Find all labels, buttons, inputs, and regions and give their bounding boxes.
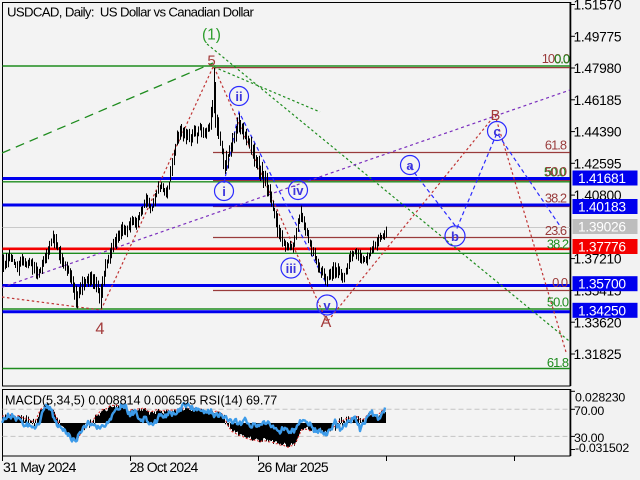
svg-text:1.31825: 1.31825 xyxy=(574,347,622,362)
svg-text:b: b xyxy=(451,229,459,244)
svg-text:38.2: 38.2 xyxy=(545,191,567,206)
svg-text:(1): (1) xyxy=(202,27,221,44)
svg-text:1.51570: 1.51570 xyxy=(574,0,622,13)
svg-text:i: i xyxy=(222,184,226,199)
svg-text:1.44390: 1.44390 xyxy=(574,125,622,140)
svg-text:0.0: 0.0 xyxy=(552,275,568,290)
svg-text:31 May 2024: 31 May 2024 xyxy=(3,459,77,475)
svg-text:c: c xyxy=(493,124,500,139)
svg-text:50.0: 50.0 xyxy=(544,165,566,180)
svg-text:1.40183: 1.40183 xyxy=(578,200,626,215)
svg-text:A: A xyxy=(321,314,332,331)
svg-text:28 Oct 2024: 28 Oct 2024 xyxy=(130,459,199,475)
svg-text:61.8: 61.8 xyxy=(547,355,569,370)
svg-text:1.46185: 1.46185 xyxy=(574,93,622,108)
svg-text:1.49775: 1.49775 xyxy=(574,29,622,44)
svg-text:iii: iii xyxy=(286,261,297,276)
svg-text:61.8: 61.8 xyxy=(545,138,567,153)
svg-text:iv: iv xyxy=(293,183,305,198)
svg-text:1.35700: 1.35700 xyxy=(578,277,626,292)
svg-text:70.00: 70.00 xyxy=(574,404,604,418)
svg-text:ii: ii xyxy=(235,89,242,104)
svg-text:1.33620: 1.33620 xyxy=(574,315,622,330)
svg-text:1.37776: 1.37776 xyxy=(578,240,626,255)
svg-text:50.0: 50.0 xyxy=(547,295,569,310)
svg-text:4: 4 xyxy=(95,320,104,338)
svg-text:100.0: 100.0 xyxy=(542,51,570,66)
svg-text:1.39026: 1.39026 xyxy=(578,220,626,235)
svg-text:0.028230: 0.028230 xyxy=(575,390,625,404)
svg-text:v: v xyxy=(323,298,331,313)
svg-text:1.37210: 1.37210 xyxy=(574,252,622,267)
svg-text:23.6: 23.6 xyxy=(545,223,567,238)
svg-text:38.2: 38.2 xyxy=(547,237,569,252)
svg-text:1.42595: 1.42595 xyxy=(574,156,622,171)
svg-text:a: a xyxy=(406,158,414,173)
svg-text:1.34250: 1.34250 xyxy=(578,303,626,318)
svg-text:1.41681: 1.41681 xyxy=(578,171,626,186)
svg-text:30.00: 30.00 xyxy=(574,431,604,445)
svg-text:50.0: 50.0 xyxy=(545,164,567,179)
svg-text:0.0: 0.0 xyxy=(554,52,570,67)
svg-text:MACD(5,34,5) 0.008814 0.006595: MACD(5,34,5) 0.008814 0.006595 RSI(14) 6… xyxy=(5,394,277,408)
svg-text:5: 5 xyxy=(207,53,215,70)
svg-text:1.47980: 1.47980 xyxy=(574,61,622,76)
svg-text:26 Mar 2025: 26 Mar 2025 xyxy=(258,459,329,475)
svg-text:-0.031502: -0.031502 xyxy=(575,441,629,455)
svg-text:B: B xyxy=(491,108,501,124)
svg-text:USDCAD, Daily: US Dollar vs C: USDCAD, Daily: US Dollar vs Canadian Dol… xyxy=(7,5,254,20)
